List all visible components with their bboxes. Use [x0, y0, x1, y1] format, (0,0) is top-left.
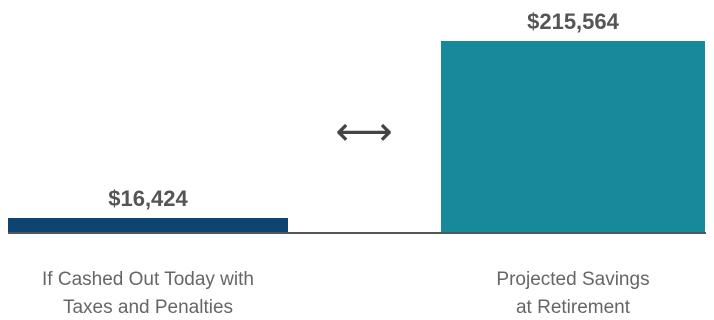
category-label-2-line-2: at Retirement	[516, 297, 631, 318]
bars-layer	[8, 41, 705, 233]
bar-1	[8, 218, 288, 233]
bar-2	[441, 41, 705, 233]
category-label-1-line-2: Taxes and Penalties	[63, 297, 233, 318]
left-right-arrow-icon: ⟷	[335, 109, 392, 155]
category-label-2-line-1: Projected Savings	[496, 269, 649, 290]
value-label-1: $16,424	[108, 186, 188, 211]
labels-layer: $16,424 If Cashed Out Today with Taxes and…	[42, 9, 650, 318]
category-label-1-line-1: If Cashed Out Today with	[42, 269, 254, 290]
value-label-2: $215,564	[527, 9, 620, 34]
